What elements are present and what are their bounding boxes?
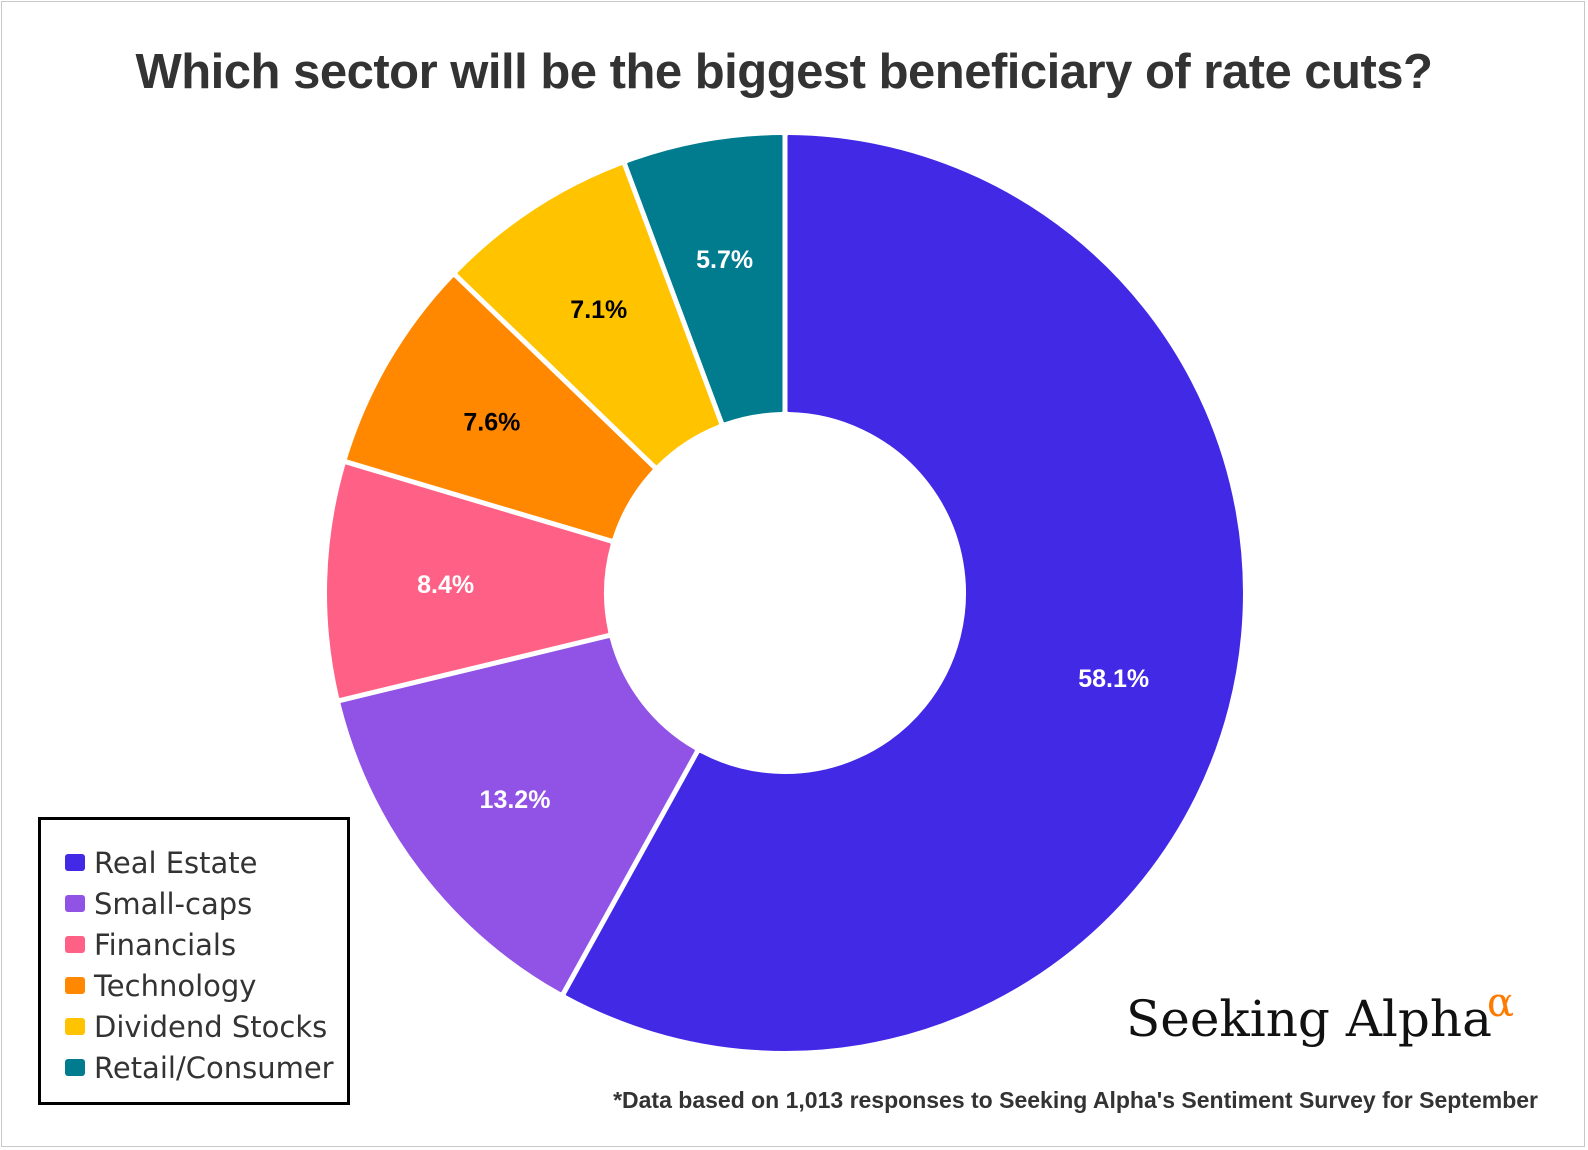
slice-real-estate (565, 135, 1243, 1051)
legend-items: Real Estate Small-caps Financials Technolog… (65, 842, 347, 1088)
slice-label-financials: 8.4% (417, 571, 474, 599)
legend-swatch (65, 1018, 85, 1035)
legend-label: Small-caps (94, 886, 253, 921)
legend-item-technology: Technology (65, 965, 347, 1006)
legend-item-financials: Financials (65, 924, 347, 965)
legend-label: Dividend Stocks (94, 1009, 328, 1044)
legend-swatch (65, 977, 85, 994)
legend-swatch (65, 854, 85, 871)
donut-slices (327, 135, 1243, 1051)
slice-label-dividend-stocks: 7.1% (570, 296, 627, 324)
footnote: *Data based on 1,013 responses to Seekin… (613, 1087, 1538, 1113)
legend: Real Estate Small-caps Financials Technolog… (38, 817, 350, 1105)
alpha-symbol-icon: α (1487, 980, 1515, 1026)
legend-swatch (65, 936, 85, 953)
legend-label: Retail/Consumer (94, 1050, 334, 1085)
legend-label: Technology (94, 968, 257, 1003)
donut-slice-labels: 58.1% 13.2% 8.4% 7.6% 7.1% 5.7% (417, 246, 1149, 814)
legend-label: Financials (94, 927, 237, 962)
slice-label-technology: 7.6% (463, 409, 520, 437)
slice-technology (347, 277, 653, 539)
legend-item-dividend-stocks: Dividend Stocks (65, 1006, 347, 1047)
slice-label-real-estate: 58.1% (1078, 665, 1149, 693)
legend-item-real-estate: Real Estate (65, 842, 347, 883)
slice-dividend-stocks (457, 165, 719, 466)
slice-financials (327, 464, 611, 698)
slice-label-small-caps: 13.2% (480, 786, 551, 814)
chart-title: Which sector will be the biggest benefic… (135, 45, 1434, 99)
slice-retail-consumer (627, 135, 783, 423)
slice-label-retail-consumer: 5.7% (696, 246, 753, 274)
legend-label: Real Estate (94, 845, 258, 880)
legend-item-small-caps: Small-caps (65, 883, 347, 924)
slice-small-caps (340, 638, 695, 993)
legend-swatch (65, 1059, 85, 1076)
legend-item-retail-consumer: Retail/Consumer (65, 1047, 347, 1088)
legend-swatch (65, 895, 85, 912)
brand-logo: Seeking Alpha (1126, 990, 1492, 1048)
